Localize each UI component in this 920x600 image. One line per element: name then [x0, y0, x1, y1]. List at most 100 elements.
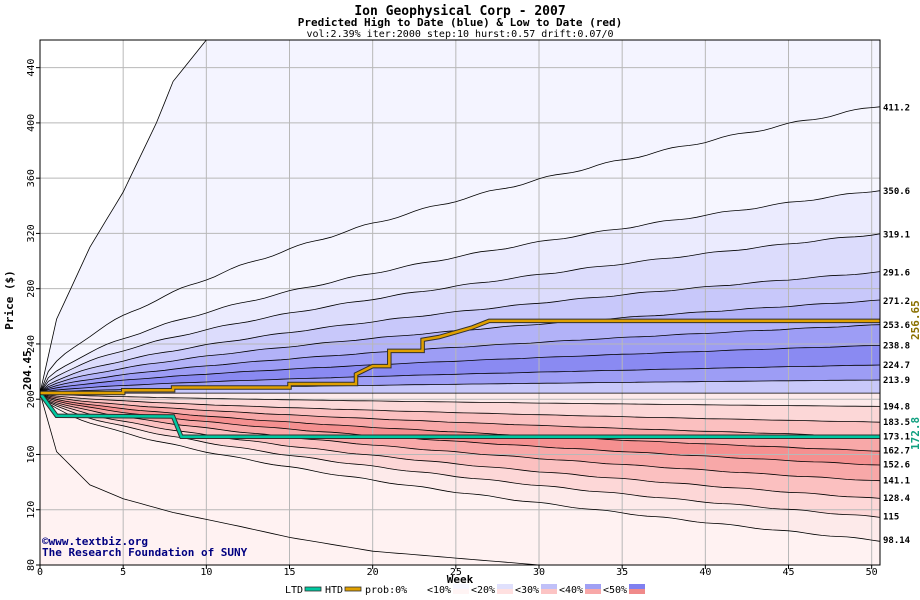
- envelope-upper-line: [40, 40, 207, 394]
- y-tick-label: 320: [26, 224, 37, 242]
- end-value-label: 183.5: [883, 418, 910, 428]
- y-tick-label: 120: [26, 501, 37, 519]
- legend: LTD HTD prob:0% <10% <20% <30% <40% <50%: [285, 584, 645, 596]
- band-low-0: [40, 393, 880, 407]
- legend-label: HTD: [325, 585, 343, 596]
- legend-swatch: [541, 589, 557, 594]
- legend-swatch: [629, 589, 645, 594]
- end-value-label: 98.14: [883, 536, 911, 546]
- ltd-series-line: [40, 392, 880, 439]
- legend-label: <30%: [515, 585, 539, 596]
- envelope-lower-line: [40, 392, 544, 565]
- end-value-label: 238.8: [883, 342, 910, 352]
- band-high-1: [40, 190, 880, 394]
- end-value-label: 128.4: [883, 494, 911, 504]
- percentile-line-low: [40, 392, 880, 423]
- start-price-label: 204.45: [21, 350, 34, 390]
- percentile-line-low: [40, 392, 880, 482]
- percentile-line-high: [40, 190, 880, 394]
- x-tick-label: 30: [533, 567, 545, 578]
- ltd-current-label: 172.8: [909, 417, 920, 450]
- percentile-line-high: [40, 364, 880, 394]
- band-low-7: [40, 393, 880, 518]
- end-value-label: 253.6: [883, 321, 910, 331]
- end-value-label: 194.8: [883, 402, 910, 412]
- x-tick-label: 25: [450, 567, 462, 578]
- y-tick-label: 280: [26, 280, 37, 298]
- y-axis-label: Price ($): [3, 270, 16, 330]
- band-high-3: [40, 271, 880, 394]
- htd-current-label: 256.65: [909, 300, 920, 340]
- legend-swatch: [409, 584, 425, 589]
- legend-swatch: [629, 584, 645, 589]
- band-low-2: [40, 393, 880, 437]
- x-tick-label: 5: [120, 567, 126, 578]
- percentile-line-high: [40, 233, 880, 394]
- htd-series-line: [40, 319, 880, 395]
- plot-area: [40, 40, 880, 565]
- band-high-outer: [40, 40, 880, 394]
- credit-line-1: ©www.textbiz.org: [42, 535, 148, 548]
- end-value-label: 319.1: [883, 231, 910, 241]
- end-value-label: 411.2: [883, 103, 910, 113]
- percentile-line-low: [40, 392, 880, 407]
- band-high-2: [40, 233, 880, 394]
- plot-frame: [39, 39, 881, 566]
- x-axis-label: Week: [447, 573, 474, 586]
- percentile-line-low: [40, 392, 880, 438]
- x-tick-label: 15: [283, 567, 295, 578]
- axes: 0 5 10 15 20 25 30 35 40 45 50 80 120 160 200 240 280 320…: [26, 39, 911, 578]
- legend-swatch: [344, 586, 362, 592]
- x-tick-label: 10: [200, 567, 212, 578]
- end-value-label: 213.9: [883, 376, 910, 386]
- legend-swatch: [541, 584, 557, 589]
- chart-params: vol:2.39% iter:2000 step:10 hurst:0.57 d…: [306, 29, 613, 40]
- band-low-6: [40, 393, 880, 499]
- legend-swatch: [453, 589, 469, 594]
- band-low-1: [40, 393, 880, 423]
- credit-line-2: The Research Foundation of SUNY: [42, 546, 248, 559]
- y-tick-label: 400: [26, 114, 37, 132]
- band-high-6: [40, 345, 880, 394]
- y-tick-label: 160: [26, 445, 37, 463]
- band-high-8: [40, 380, 880, 394]
- x-tick-label: 50: [866, 567, 878, 578]
- legend-label: prob:0%: [365, 585, 407, 596]
- end-value-label: 141.1: [883, 477, 910, 487]
- band-low-8: [40, 393, 880, 542]
- end-value-label: 152.6: [883, 461, 910, 471]
- legend-swatch: [304, 586, 322, 592]
- legend-label: <10%: [427, 585, 451, 596]
- end-value-label: 291.6: [883, 269, 910, 279]
- y-tick-label: 440: [26, 59, 37, 77]
- percentile-line-high: [40, 106, 880, 394]
- end-value-label: 162.7: [883, 447, 910, 457]
- chart-title: Ion Geophysical Corp - 2007: [354, 4, 565, 19]
- band-low-5: [40, 393, 880, 481]
- y-tick-label: 200: [26, 390, 37, 408]
- end-value-label: 115: [883, 513, 899, 523]
- legend-label: LTD: [285, 585, 303, 596]
- chart-subtitle: Predicted High to Date (blue) & Low to D…: [298, 16, 623, 29]
- legend-swatch: [453, 584, 469, 589]
- end-value-label: 271.2: [883, 297, 910, 307]
- y-tick-label: 360: [26, 169, 37, 187]
- legend-swatch: [409, 589, 425, 594]
- legend-label: <40%: [559, 585, 583, 596]
- legend-swatch: [497, 589, 513, 594]
- bands-group: [40, 40, 880, 565]
- legend-swatch: [585, 589, 601, 594]
- legend-swatch: [497, 584, 513, 589]
- x-tick-label: 20: [367, 567, 379, 578]
- x-tick-label: 40: [699, 567, 711, 578]
- legend-swatch: [585, 584, 601, 589]
- percentile-line-low: [40, 392, 880, 466]
- legend-label: <50%: [603, 585, 627, 596]
- end-value-label: 173.1: [883, 432, 910, 442]
- band-high-4: [40, 300, 880, 394]
- percentile-line-high: [40, 271, 880, 394]
- band-low-outer: [40, 393, 880, 565]
- legend-label: <20%: [471, 585, 495, 596]
- percentile-line-high: [40, 324, 880, 394]
